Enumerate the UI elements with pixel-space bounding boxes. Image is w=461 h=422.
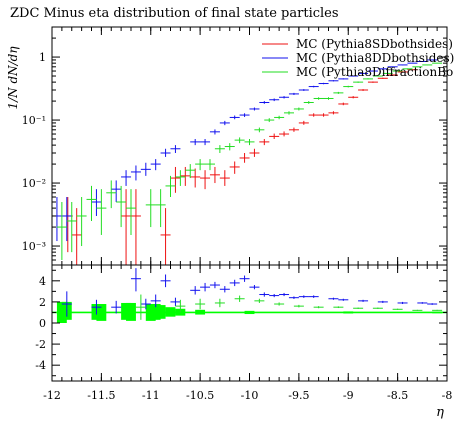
x-tick-label: -12 [43,389,61,402]
ratio-marks [52,268,447,323]
main-y-tick-label: 10⁻² [22,177,46,190]
legend-label-2: MC (Pythia8DiffractionBo [296,65,453,79]
ratio-plot-area [52,265,447,381]
ratio-y-tick-label: 2 [39,296,46,309]
x-axis-label: η [436,405,444,420]
ratio-y-tick-label: -2 [35,338,46,351]
x-tick-label: -9 [343,389,354,402]
ratio-y-tick-label: -4 [35,359,46,372]
main-y-tick-label: 10⁻³ [22,240,46,253]
x-tick-label: -10 [241,389,259,402]
x-tick-label: -8.5 [387,389,408,402]
main-y-tick-label: 1 [39,51,46,64]
main-y-tick-label: 10⁻¹ [22,114,46,127]
y-axis-label: 1/N dN/dη [6,46,20,110]
ratio-y-tick-label: 0 [39,317,46,330]
x-tick-label: -10.5 [186,389,214,402]
x-tick-label: -11 [142,389,160,402]
ratio-plot-background [52,265,447,381]
legend-label-0: MC (Pythia8SDbothsides) [296,37,453,51]
main-marks [52,59,443,265]
chart-marks [52,59,447,323]
legend: MC (Pythia8SDbothsides)MC (Pythia8DDboth… [262,37,454,79]
x-tick-label: -9.5 [288,389,309,402]
y-axis-label-group: 1/N dN/dη [6,46,20,110]
x-tick-label: -11.5 [87,389,115,402]
legend-label-1: MC (Pythia8DDbothsides) [296,51,454,65]
chart-title: ZDC Minus eta distribution of final stat… [10,6,339,21]
main-plot-background [52,27,447,265]
x-tick-label: -8 [442,389,453,402]
main-plot-area [52,27,447,265]
axes: -12 -11.5 -11 -10.5 -10 -9.5 -9 -8.5 -8 1 10⁻¹ 10⁻²… [22,26,453,402]
ratio-y-tick-label: 4 [39,275,46,288]
